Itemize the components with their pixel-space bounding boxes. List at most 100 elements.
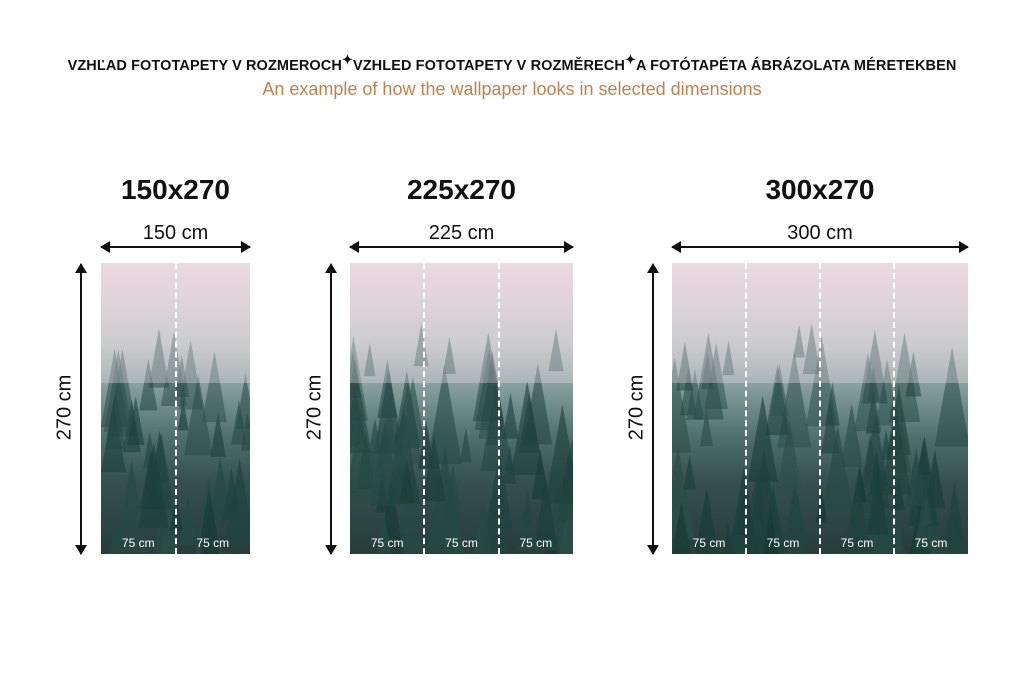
tree-shape (139, 358, 158, 411)
header-hu: A FOTÓTAPÉTA ÁBRÁZOLATA MÉRETEKBEN (635, 58, 957, 74)
strip-width-label: 75 cm (692, 536, 726, 550)
strip-seam (819, 263, 821, 554)
tree-shape (865, 469, 889, 535)
strip-width-label: 75 cm (445, 536, 478, 550)
subtitle: An example of how the wallpaper looks in… (262, 79, 762, 99)
strip-seam (893, 263, 895, 554)
tree-shape (905, 447, 927, 507)
width-label: 150 cm (142, 222, 209, 244)
tree-shape (517, 489, 539, 551)
tree-shape (379, 406, 400, 464)
sparkle-icon: ✦ (341, 52, 353, 67)
tree-shape (502, 444, 517, 484)
tree-shape (762, 509, 779, 554)
header-sk: VZHĽAD FOTOTAPETY V ROZMEROCH (67, 58, 342, 74)
tree-shape (201, 506, 218, 554)
panel-title: 300x270 (765, 174, 875, 205)
tree-shape (103, 349, 133, 432)
tree-shape (377, 359, 398, 419)
tree-shape (109, 520, 122, 554)
tree-shape (704, 342, 728, 410)
tree-shape (105, 390, 126, 449)
tree-shape (399, 459, 415, 503)
tree-shape (160, 331, 187, 407)
strip-width-label: 75 cm (121, 536, 155, 550)
strip-width-label: 75 cm (766, 536, 800, 550)
strip-width-label: 75 cm (840, 536, 874, 550)
tree-shape (793, 324, 805, 358)
tree-shape (802, 323, 821, 375)
strip-width-label: 75 cm (196, 536, 230, 550)
strip-seam (497, 263, 500, 554)
height-arrow (75, 263, 87, 555)
fog-overlay (350, 263, 573, 383)
tree-shape (699, 408, 713, 447)
tree-shape (672, 357, 692, 453)
tree-shape (483, 485, 508, 554)
tree-shape (179, 496, 197, 545)
width-label: 225 cm (428, 222, 495, 244)
strip-seam (174, 263, 177, 554)
tree-shape (442, 336, 456, 375)
header-languages: VZHĽAD FOTOTAPETY V ROZMEROCH✦VZHLED FOT… (0, 52, 1024, 74)
tree-shape (880, 407, 912, 495)
strip-width-label: 75 cm (519, 536, 553, 550)
tree-shape (840, 403, 863, 468)
tree-shape (231, 399, 247, 445)
tree-shape (363, 342, 376, 377)
tree-shape (201, 350, 227, 423)
tree-shape (941, 482, 967, 554)
tree-shape (210, 412, 226, 457)
tree-shape (544, 404, 573, 504)
tree-shape (115, 459, 148, 553)
width-arrow (100, 241, 251, 253)
panel-title: 150x270 (120, 174, 230, 205)
height-label: 270 cm (625, 374, 648, 441)
tree-shape (350, 409, 378, 503)
tree-shape (820, 400, 840, 454)
wallpaper-preview: 75 cm 75 cm 75 cm 75 cm (672, 263, 968, 554)
tree-shape (934, 346, 968, 447)
strip-seam (745, 263, 747, 554)
strip-width-label: 75 cm (370, 536, 404, 550)
height-label: 270 cm (303, 374, 326, 441)
tree-shape (676, 341, 694, 391)
tree-shape (683, 454, 696, 490)
strip-seam (423, 263, 426, 554)
wallpaper-preview: 75 cm 75 cm 75 cm (350, 263, 573, 554)
tree-shape (533, 477, 559, 549)
tree-shape (127, 395, 145, 445)
width-arrow (671, 241, 969, 253)
tree-shape (815, 489, 828, 523)
tree-shape (770, 363, 789, 416)
tree-shape (427, 447, 463, 546)
tree-shape (138, 441, 169, 529)
tree-shape (174, 355, 190, 397)
panel-title: 225x270 (406, 174, 516, 205)
height-arrow (325, 263, 337, 555)
tree-shape (824, 382, 840, 426)
tree-shape (843, 475, 872, 554)
tree-shape (548, 328, 564, 372)
tree-shape (394, 470, 424, 554)
tree-shape (777, 419, 802, 490)
header-cz: VZHLED FOTOTAPETY V ROZMĚRECH (352, 58, 625, 74)
tree-shape (222, 468, 241, 521)
width-arrow (349, 241, 574, 253)
tree-shape (822, 424, 853, 510)
tree-shape (148, 328, 170, 388)
tree-shape (177, 398, 189, 431)
tree-shape (905, 351, 922, 397)
tree-shape (686, 369, 704, 420)
height-arrow (647, 263, 659, 555)
tree-shape (888, 332, 921, 422)
tree-shape (672, 446, 695, 539)
tree-shape (422, 434, 446, 502)
tree-shape (868, 450, 885, 495)
sparkle-icon: ✦ (624, 52, 636, 67)
tree-shape (427, 364, 462, 465)
tree-shape (701, 353, 714, 390)
tree-shape (695, 487, 719, 554)
tree-shape (747, 395, 778, 482)
tree-shape (184, 374, 213, 456)
